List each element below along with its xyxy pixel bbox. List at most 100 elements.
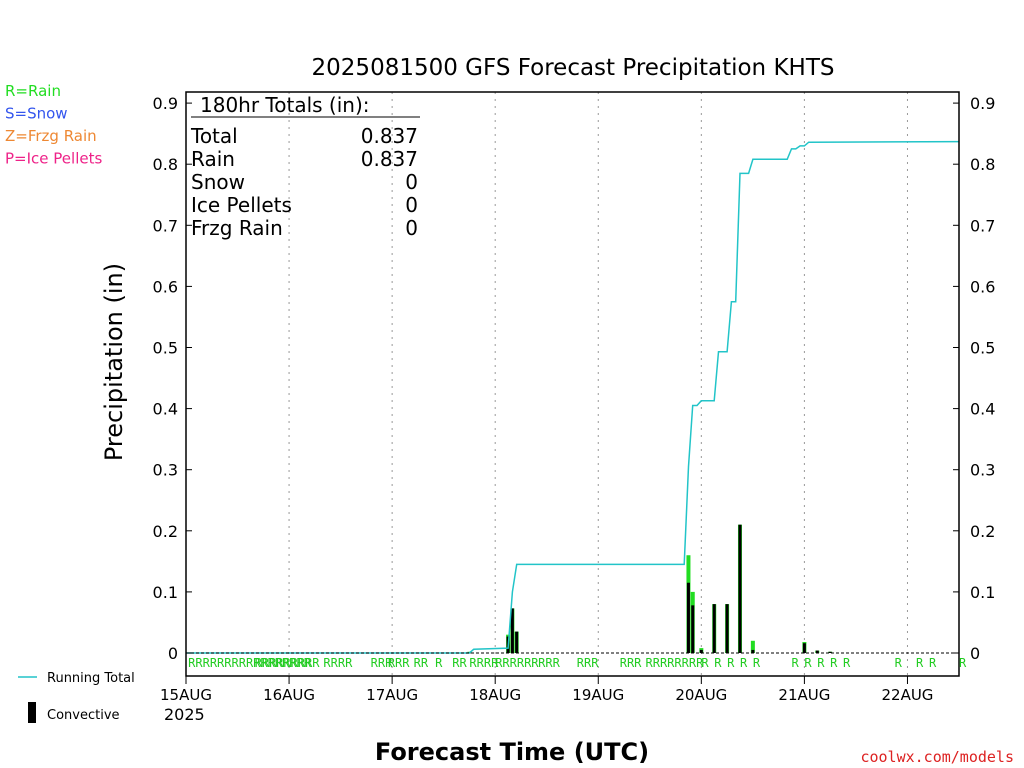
convective-bar	[712, 604, 716, 653]
precip-type-mark: R	[929, 656, 937, 670]
running-total-legend-label: Running Total	[47, 671, 135, 686]
series-legend: Running Total Convective	[18, 671, 135, 723]
y-tick-label: 0.2	[153, 522, 178, 541]
convective-bar	[828, 651, 832, 653]
convective-bar	[699, 649, 703, 653]
totals-row-label: Snow	[191, 170, 245, 194]
y-tick-label-right: 0.6	[970, 277, 995, 296]
precip-type-mark: RR	[414, 656, 429, 670]
convective-bar	[802, 643, 806, 653]
y-tick-label: 0.5	[153, 339, 178, 358]
y-tick-label: 0.6	[153, 277, 178, 296]
precip-type-mark: R	[753, 656, 761, 670]
x-tick-label: 19AUG	[572, 686, 624, 704]
totals-row-label: Ice Pellets	[191, 193, 292, 217]
precip-type-mark: RRR	[577, 656, 599, 670]
x-axis-label: Forecast Time (UTC)	[375, 738, 649, 766]
y-tick-label: 0.7	[153, 216, 178, 235]
y-tick-label-right: 0.1	[970, 583, 995, 602]
totals-heading: 180hr Totals (in):	[200, 93, 370, 117]
precip-type-mark: RRR	[620, 656, 642, 670]
precip-type-legend: R=Rain S=Snow Z=Frzg Rain P=Ice Pellets	[5, 82, 102, 168]
precip-type-mark: R	[792, 656, 800, 670]
totals-row-value: 0.837	[361, 124, 418, 148]
x-tick-label: 21AUG	[778, 686, 830, 704]
convective-legend-swatch	[28, 702, 36, 723]
convective-bar	[815, 650, 819, 653]
convective-bar	[515, 631, 519, 653]
x-tick-label: 18AUG	[469, 686, 521, 704]
precip-type-mark: R	[714, 656, 722, 670]
convective-bar	[510, 608, 514, 653]
x-axis-year-label: 2025	[164, 705, 205, 724]
plot-frame	[185, 91, 960, 677]
y-tick-label: 0.4	[153, 400, 178, 419]
precip-type-mark: R	[727, 656, 735, 670]
precip-bars	[467, 524, 833, 654]
precip-type-mark: R	[817, 656, 825, 670]
totals-row-value: 0	[405, 193, 418, 217]
totals-box: 180hr Totals (in): Total 0.837 Rain 0.837 Sn…	[190, 93, 420, 240]
precip-type-mark: R	[895, 656, 903, 670]
convective-bar	[686, 582, 690, 653]
precip-type-mark: RRRRRR	[276, 656, 320, 670]
precip-type-mark: R	[843, 656, 851, 670]
y-tick-label-right: 0.3	[970, 461, 995, 480]
precip-type-mark: R	[830, 656, 838, 670]
precip-type-mark: R	[959, 656, 967, 670]
running-total-line	[186, 140, 960, 654]
chart-title: 2025081500 GFS Forecast Precipitation KH…	[312, 55, 835, 81]
convective-bar	[725, 604, 729, 653]
y-tick-label-right: 0.5	[970, 339, 995, 358]
credit-link[interactable]: coolwx.com/models	[860, 748, 1014, 766]
x-ticks: 15AUG 16AUG 17AUG 18AUG 19AUG 20AUG 21AUG 22AUG	[160, 676, 933, 704]
precip-type-mark: R	[804, 656, 812, 670]
y-axis-label: Precipitation (in)	[100, 263, 128, 461]
precip-type-mark: R	[916, 656, 924, 670]
x-tick-label: 15AUG	[160, 686, 212, 704]
convective-bar	[751, 649, 755, 653]
y-tick-label: 0.3	[153, 461, 178, 480]
precip-type-legend-item: P=Ice Pellets	[5, 150, 102, 168]
vertical-grid	[288, 92, 908, 676]
y-tick-label-right: 0.2	[970, 522, 995, 541]
y-tick-label: 0.8	[153, 155, 178, 174]
convective-bar	[691, 605, 695, 653]
running-total-series	[186, 140, 960, 654]
totals-row-label: Rain	[191, 147, 235, 171]
y-tick-label: 0.1	[153, 583, 178, 602]
x-tick-label: 16AUG	[263, 686, 315, 704]
precip-bar	[750, 640, 755, 653]
precip-type-mark: RRRRRRRR	[646, 656, 705, 670]
x-tick-label: 17AUG	[366, 686, 418, 704]
precip-type-mark: RRR	[255, 656, 277, 670]
y-tick-label: 0.9	[153, 94, 178, 113]
x-tick-label: 20AUG	[675, 686, 727, 704]
precip-type-legend-item: S=Snow	[5, 105, 68, 123]
precip-type-mark: RRRR	[323, 656, 353, 670]
y-tick-label-right: 0	[970, 644, 980, 663]
precip-type-mark: RR	[452, 656, 467, 670]
y-tick-label-right: 0.7	[970, 216, 995, 235]
precip-type-mark: RRR	[371, 656, 393, 670]
precip-type-mark: RRR	[388, 656, 410, 670]
y-tick-label-right: 0.8	[970, 155, 995, 174]
precip-type-mark: R	[435, 656, 443, 670]
precip-type-mark: RRR	[538, 656, 560, 670]
precip-type-mark: RRRR	[469, 656, 499, 670]
precip-type-mark: RRRRRR	[495, 656, 539, 670]
totals-row-label: Total	[190, 124, 238, 148]
y-tick-label-right: 0.9	[970, 94, 995, 113]
y-ticks-left: 0 0.1 0.2 0.3 0.4 0.5 0.6 0.7 0.8 0.9	[153, 94, 192, 663]
y-tick-label-right: 0.4	[970, 400, 995, 419]
totals-row-value: 0	[405, 216, 418, 240]
y-ticks-right: 0 0.1 0.2 0.3 0.4 0.5 0.6 0.7 0.8 0.9	[953, 94, 995, 663]
convective-bar	[738, 524, 742, 653]
precip-type-legend-item: Z=Frzg Rain	[5, 127, 97, 145]
totals-row-value: 0.837	[361, 147, 418, 171]
precip-type-mark: R	[740, 656, 748, 670]
totals-row-label: Frzg Rain	[191, 216, 283, 240]
x-tick-label: 22AUG	[881, 686, 933, 704]
